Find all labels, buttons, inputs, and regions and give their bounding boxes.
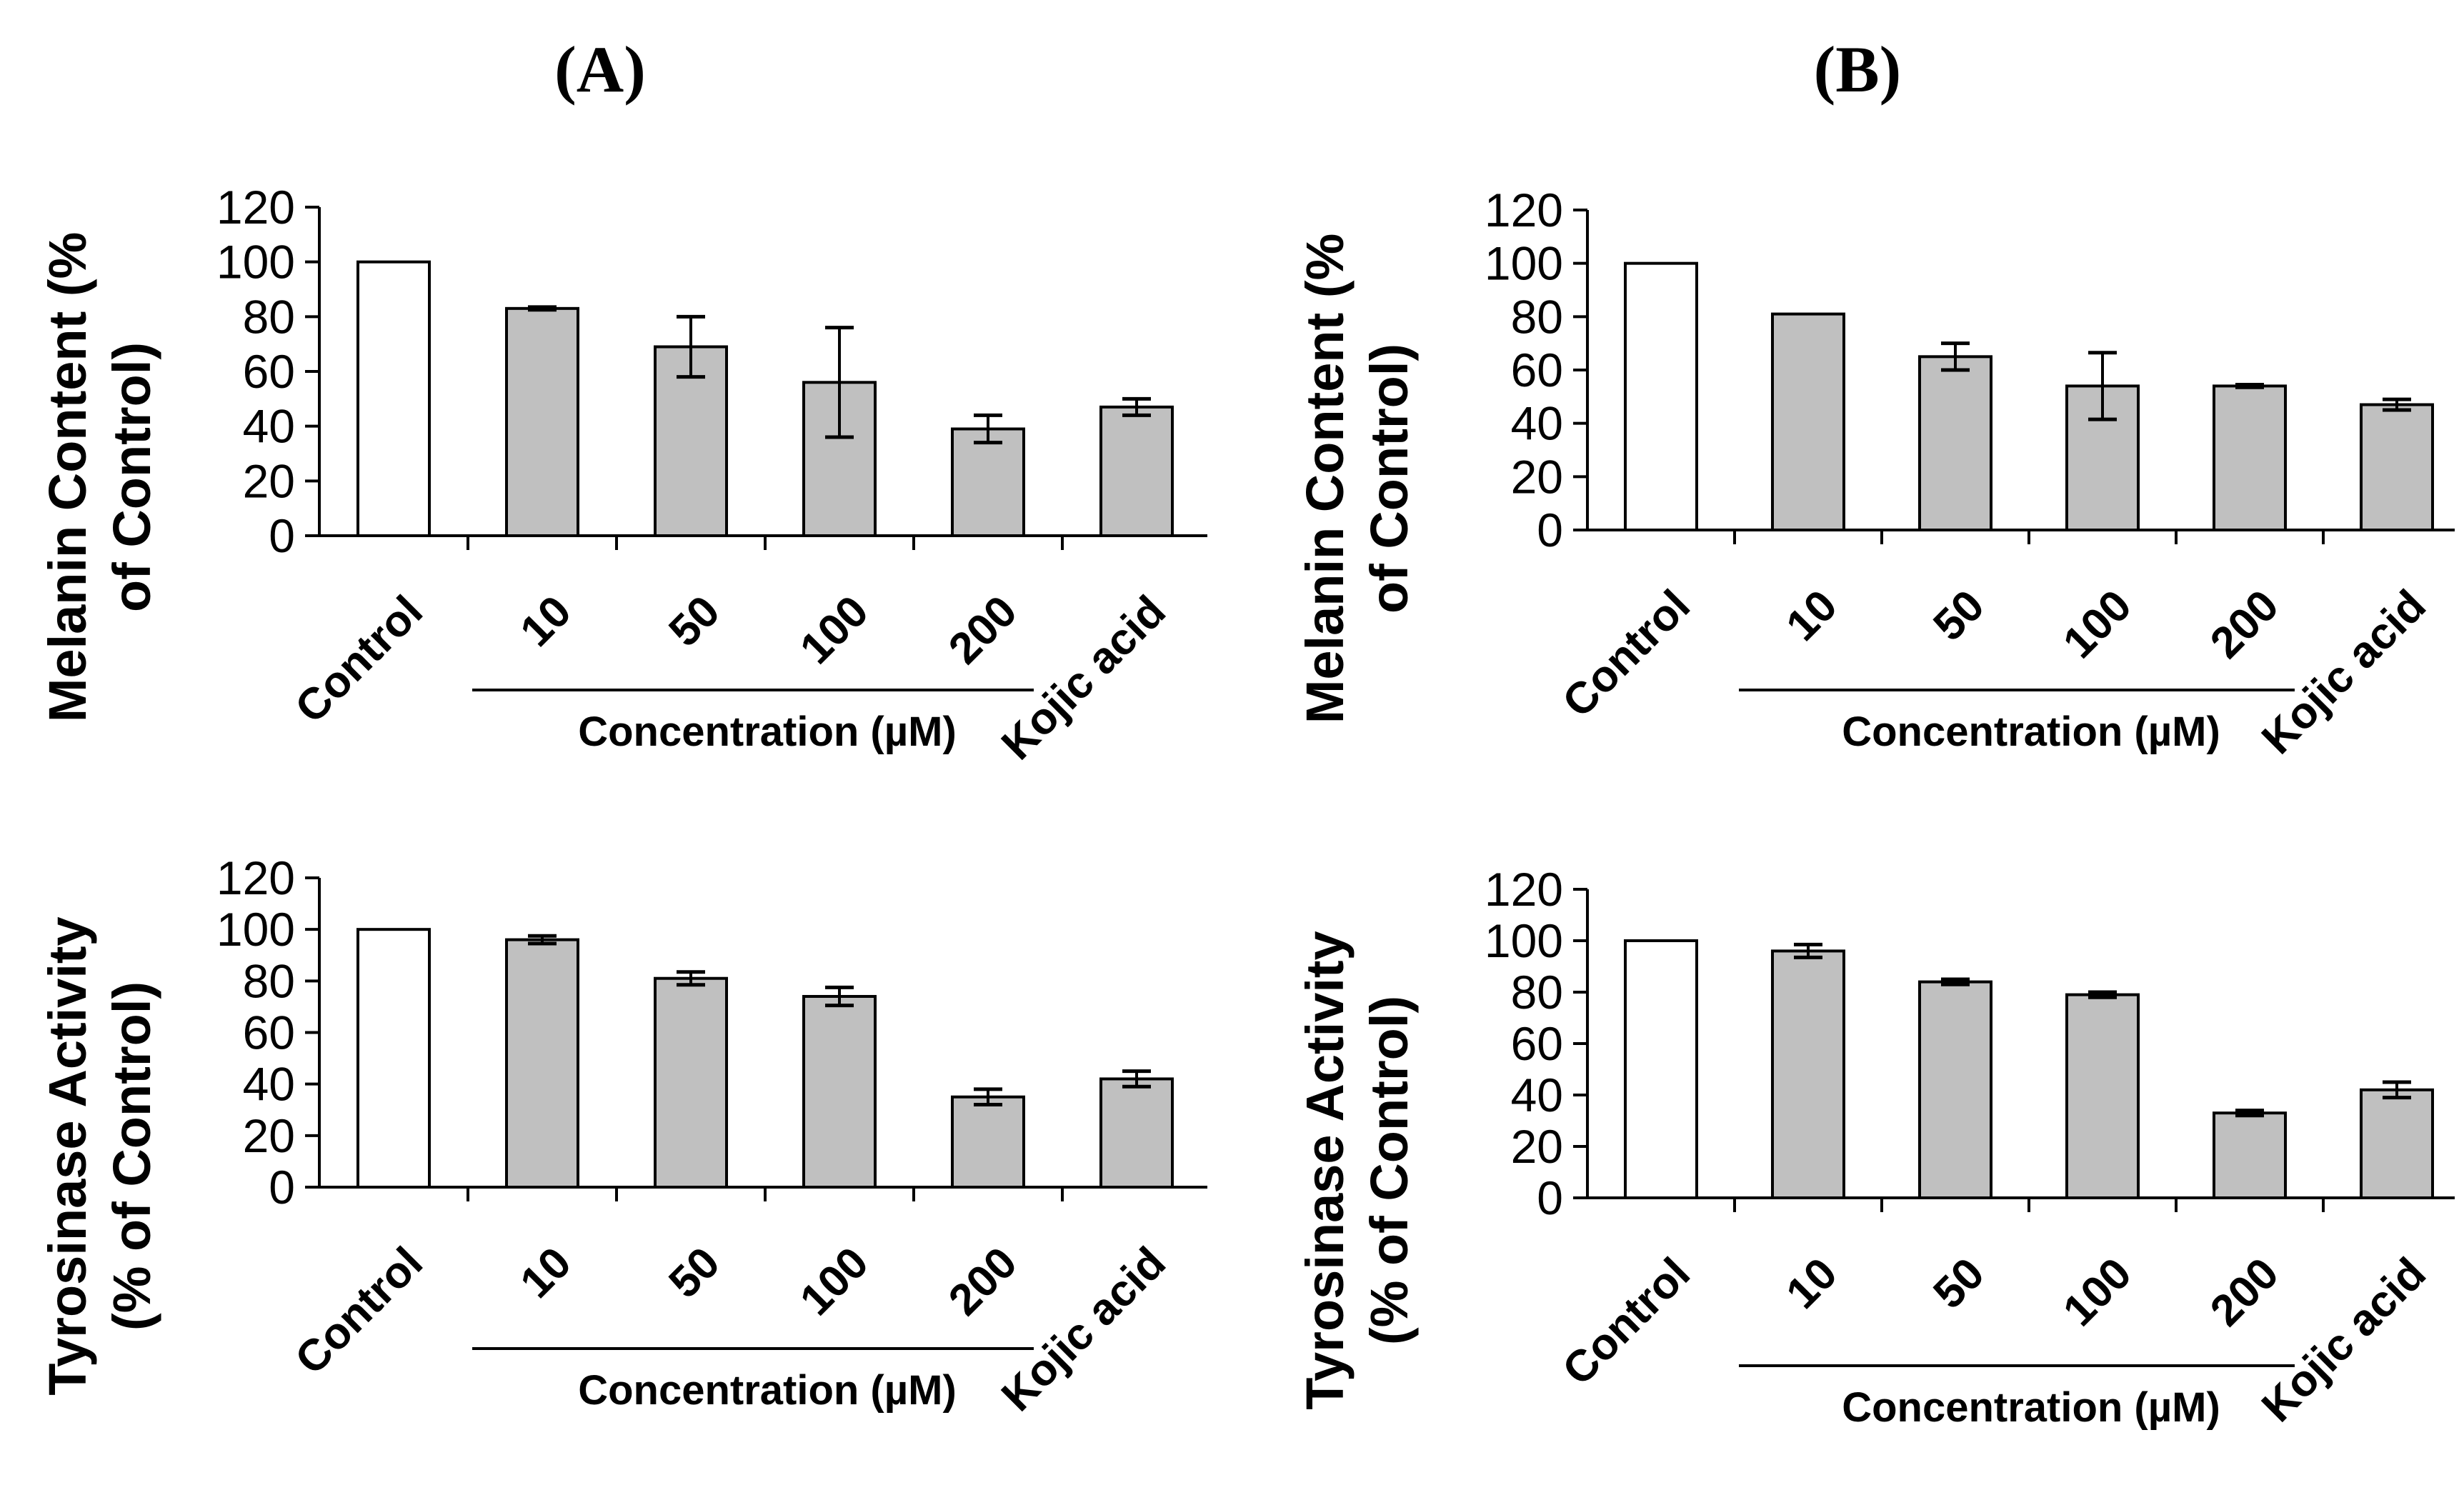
y-tick-label: 20 [1511,450,1563,503]
bar-10 [505,306,579,537]
y-tick-label: 120 [216,181,295,234]
bar-control [1624,939,1698,1199]
y-tick-label: 100 [216,903,295,956]
y-tick-label: 20 [1511,1120,1563,1173]
y-tick-label: 40 [243,1058,295,1111]
bar-200 [2213,1111,2287,1199]
y-tick-label: 80 [1511,290,1563,343]
y-tick-label: 80 [1511,966,1563,1019]
x-category-label: Control [286,586,432,733]
y-axis-label: (% of Control) [102,981,161,1331]
x-category-label: 10 [1777,1249,1847,1319]
y-tick-label: 60 [243,1006,295,1059]
y-tick-label: 100 [1485,237,1563,290]
bar-kojic-acid [2360,1088,2434,1200]
y-tick-label: 0 [269,1161,295,1214]
y-tick-label: 0 [1537,1171,1563,1224]
x-category-label: 50 [659,1238,729,1308]
y-axis-label: Melanin Content (% [38,232,97,723]
y-tick-label: 80 [243,954,295,1007]
y-tick-label: 100 [216,236,295,289]
x-category-label: Kojic acid [992,586,1175,769]
x-category-label: Control [1553,1249,1700,1395]
bar-control [1624,261,1698,531]
y-axis-label: (% of Control) [1360,996,1419,1345]
x-group-label: Concentration (µM) [578,1367,957,1414]
x-category-label: 100 [2054,581,2141,668]
x-category-label: 100 [791,1238,878,1325]
bar-50 [654,976,728,1189]
x-category-label: Kojic acid [992,1238,1175,1421]
y-tick-label: 120 [1485,863,1563,916]
bar-100 [802,994,877,1189]
x-category-label: Control [1553,581,1700,727]
bar-10 [505,938,579,1189]
bar-200 [2213,384,2287,532]
x-group-label: Concentration (µM) [1842,1384,2220,1431]
panel-label-b: (B) [1814,33,1902,106]
x-group-label: Concentration (µM) [578,709,957,755]
y-axis-label: of Control) [1360,344,1419,614]
x-category-label: 200 [2201,1249,2288,1336]
y-tick-label: 120 [1485,184,1563,236]
y-tick-label: 40 [243,400,295,453]
x-category-label: 10 [1777,581,1847,651]
bar-kojic-acid [1099,1077,1174,1189]
y-tick-label: 80 [243,290,295,343]
panel-label-a: (A) [554,33,646,106]
y-tick-label: 0 [269,509,295,562]
x-category-label: 10 [511,586,581,656]
y-axis-label: Melanin Content (% [1295,234,1355,724]
x-category-label: 200 [939,586,1027,674]
x-category-label: 50 [1924,1249,1994,1319]
y-tick-label: 40 [1511,1069,1563,1121]
bar-200 [951,427,1025,537]
y-axis-label: Tyrosinase Activity [1295,931,1355,1409]
y-tick-label: 20 [243,1109,295,1162]
bar-200 [951,1095,1025,1189]
y-tick-label: 60 [1511,344,1563,396]
bar-100 [2065,993,2140,1199]
bar-50 [1918,980,1992,1199]
y-tick-label: 60 [243,345,295,398]
x-category-label: 200 [939,1238,1027,1325]
x-category-label: 50 [1924,581,1994,651]
bar-control [356,260,431,537]
x-category-label: 50 [659,586,729,656]
x-group-label: Concentration (µM) [1842,709,2220,755]
bar-50 [1918,355,1992,532]
y-axis-label: Tyrosinase Activity [38,916,97,1395]
y-tick-label: 0 [1537,504,1563,556]
bar-10 [1771,312,1845,531]
bar-kojic-acid [2360,403,2434,531]
x-category-label: 200 [2201,581,2288,668]
bar-control [356,928,431,1189]
bar-kojic-acid [1099,405,1174,537]
bar-10 [1771,949,1845,1200]
y-tick-label: 60 [1511,1017,1563,1070]
y-tick-label: 100 [1485,914,1563,967]
y-tick-label: 20 [243,454,295,507]
x-category-label: Control [286,1238,432,1384]
x-category-label: 10 [511,1238,581,1308]
x-category-label: 100 [2054,1249,2141,1336]
x-category-label: 100 [791,586,878,674]
y-tick-label: 120 [216,851,295,904]
y-axis-label: of Control) [102,342,161,612]
y-tick-label: 40 [1511,397,1563,450]
